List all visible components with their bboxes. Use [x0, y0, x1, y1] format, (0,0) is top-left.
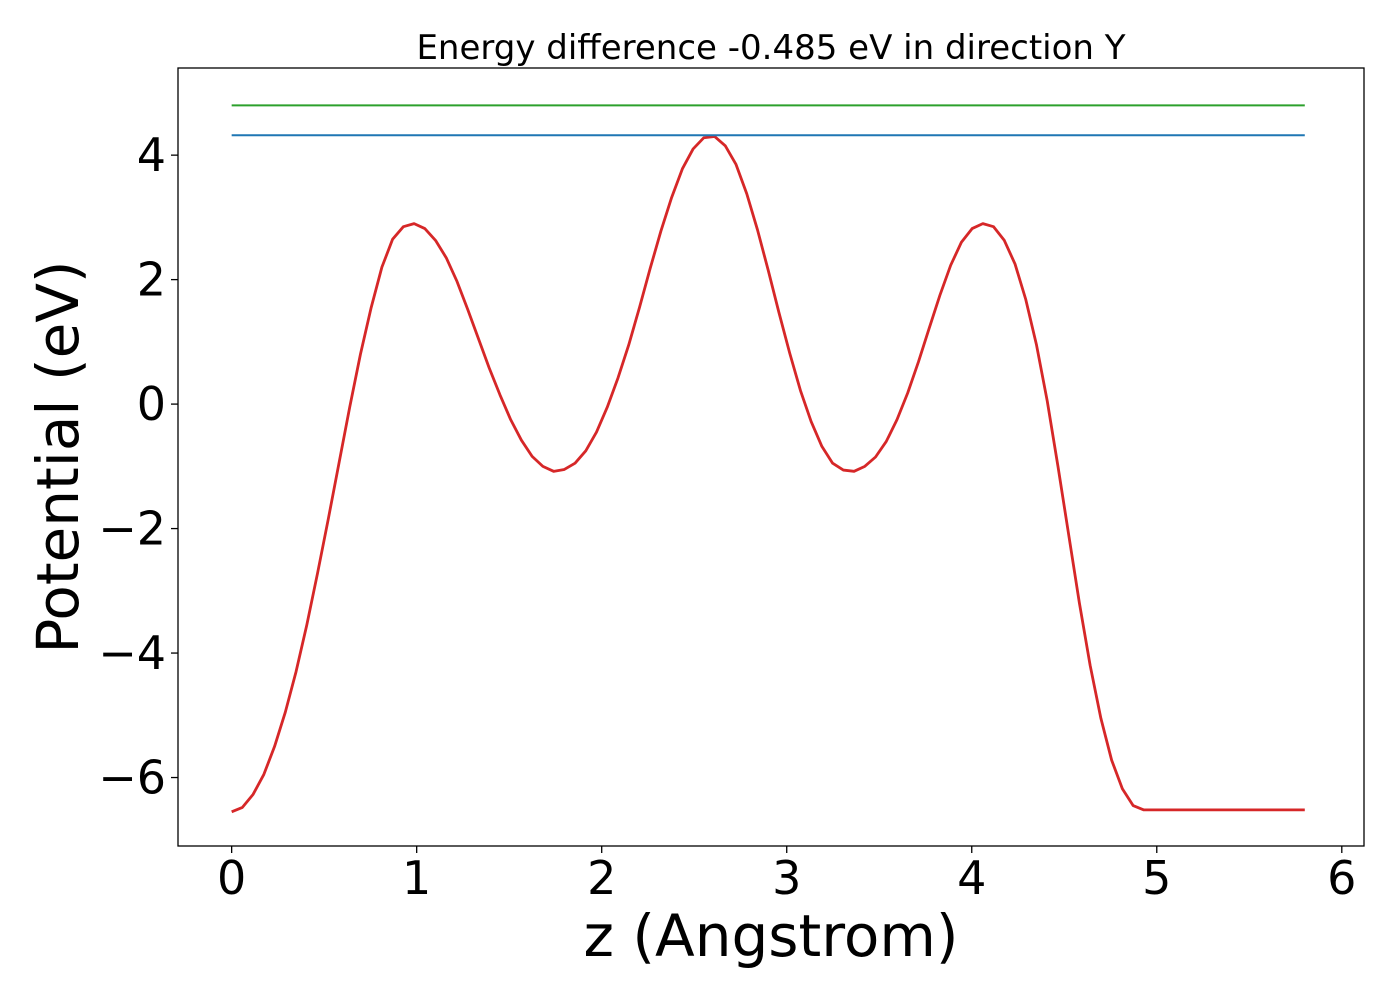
- x-axis-ticks: 0 1 2 3 4 5 6: [217, 846, 1356, 905]
- y-axis-label: Potential (eV): [24, 260, 92, 653]
- x-tick-label: 4: [957, 851, 986, 905]
- y-tick-label: 0: [137, 377, 166, 431]
- x-tick-label: 5: [1142, 851, 1171, 905]
- x-tick-label: 6: [1327, 851, 1356, 905]
- chart-title: Energy difference -0.485 eV in direction…: [416, 28, 1125, 68]
- x-tick-label: 3: [772, 851, 801, 905]
- x-tick-label: 0: [217, 851, 246, 905]
- x-axis-label: z (Angstrom): [584, 902, 959, 970]
- series-line-0: [231, 135, 1305, 814]
- y-tick-label: −2: [98, 502, 166, 556]
- plot-lines: [231, 104, 1305, 814]
- y-axis-ticks: −6 −4 −2 0 2 4: [98, 128, 178, 805]
- y-tick-label: −6: [98, 751, 166, 805]
- y-tick-label: 2: [137, 253, 166, 307]
- x-tick-label: 1: [402, 851, 431, 905]
- y-tick-label: 4: [137, 128, 166, 182]
- plot-frame: [177, 67, 1365, 847]
- x-tick-label: 2: [587, 851, 616, 905]
- y-tick-label: −4: [98, 626, 166, 680]
